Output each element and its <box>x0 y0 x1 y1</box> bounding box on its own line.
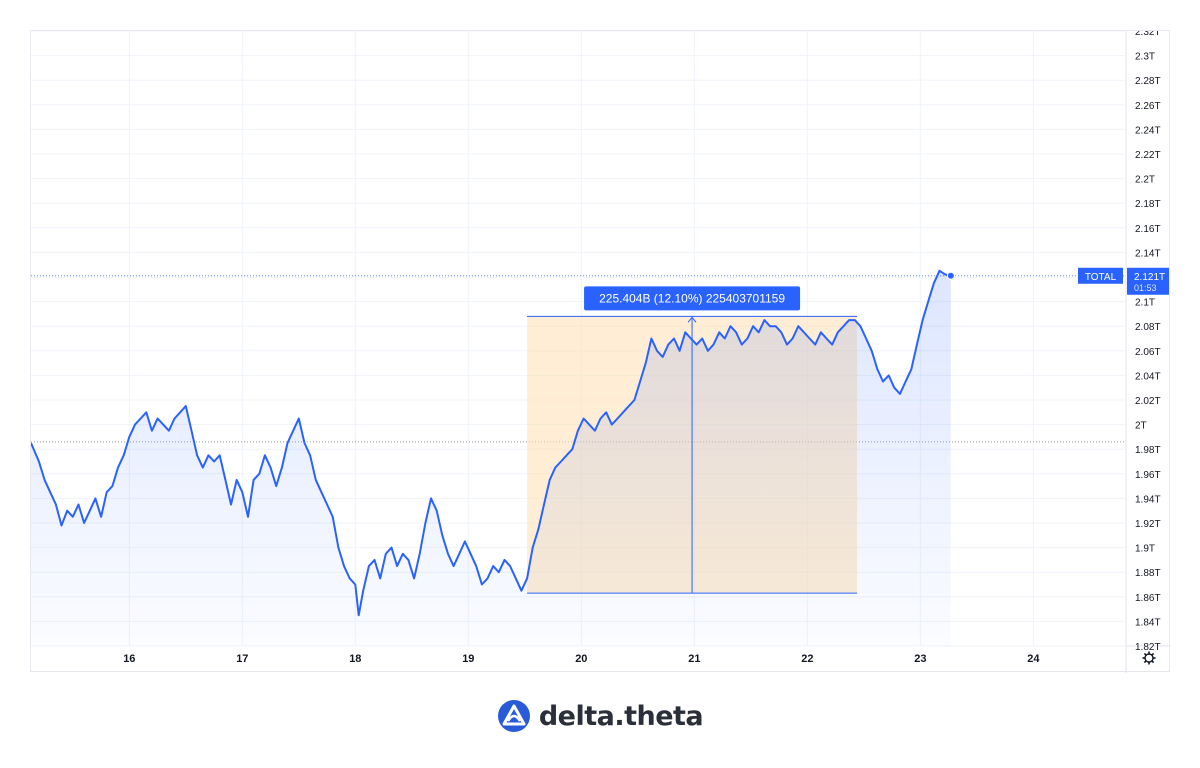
y-tick-label: 1.82T <box>1135 642 1161 653</box>
y-tick-label: 2.08T <box>1135 322 1161 333</box>
y-tick-label: 1.9T <box>1135 544 1155 555</box>
y-axis[interactable]: 1.82T 1.84T 1.86T 1.88T 1.9T 1.92T 1.94T 1.96T 1… <box>1135 31 1161 653</box>
y-tick-label: 2.22T <box>1135 150 1161 161</box>
y-tick-label: 2.06T <box>1135 347 1161 358</box>
y-tick-label: 2.16T <box>1135 224 1161 235</box>
x-tick-label: 18 <box>349 653 361 665</box>
x-tick-label: 21 <box>688 653 700 665</box>
measure-arrow-head <box>687 316 697 323</box>
y-tick-label: 2.32T <box>1135 31 1161 38</box>
y-tick-label: 2.2T <box>1135 175 1155 186</box>
y-tick-label: 2.14T <box>1135 248 1161 259</box>
brand-name: delta.theta <box>538 700 704 732</box>
gear-icon-ring <box>1144 653 1154 663</box>
last-point-marker <box>946 271 955 280</box>
price-area-fill <box>31 270 951 646</box>
y-tick-label: 2T <box>1135 421 1147 432</box>
gear-icon-tooth <box>1151 652 1155 656</box>
gear-icon-tooth <box>1143 652 1147 656</box>
x-axis[interactable]: 16 17 18 19 20 21 22 23 24 <box>123 653 1040 665</box>
brand: delta.theta <box>0 696 1200 736</box>
countdown-timer: 01:53 <box>1134 283 1157 293</box>
plot-area[interactable] <box>31 269 1126 646</box>
measure-label-box <box>584 286 801 311</box>
y-tick-label: 1.96T <box>1135 470 1161 481</box>
y-tick-label: 1.84T <box>1135 617 1161 628</box>
y-tick-label: 2.1T <box>1135 298 1155 309</box>
series-tag-label: TOTAL <box>1085 272 1117 283</box>
x-tick-label: 17 <box>236 653 248 665</box>
delta-theta-logo-icon <box>497 700 530 732</box>
y-tick-label: 2.3T <box>1135 52 1155 63</box>
x-tick-label: 23 <box>914 653 926 665</box>
measure-label-text: 225.404B (12.10%) 225403701159 <box>599 291 785 305</box>
y-tick-label: 1.94T <box>1135 494 1161 505</box>
y-tick-label: 1.88T <box>1135 568 1161 579</box>
last-price-tag <box>1127 267 1169 295</box>
y-tick-label: 1.98T <box>1135 445 1161 456</box>
y-tick-label: 2.04T <box>1135 371 1161 382</box>
last-price-value: 2.121T <box>1134 272 1165 283</box>
y-tick-label: 1.92T <box>1135 519 1161 530</box>
y-tick-label: 1.86T <box>1135 593 1161 604</box>
y-tick-label: 2.28T <box>1135 76 1161 87</box>
gear-icon[interactable] <box>1142 651 1156 665</box>
overlays: 225.404B (12.10%) 225403701159 TOTAL 2.121… <box>584 267 1169 665</box>
series-tag <box>1078 267 1123 284</box>
x-tick-label: 16 <box>123 653 135 665</box>
chart-panel[interactable]: 1.82T 1.84T 1.86T 1.88T 1.9T 1.92T 1.94T 1.96T 1… <box>30 30 1171 673</box>
price-line[interactable] <box>31 269 952 617</box>
x-tick-label: 24 <box>1027 653 1040 665</box>
gear-icon-tooth <box>1143 660 1147 664</box>
gear-icon-tooth <box>1151 660 1155 664</box>
y-tick-label: 2.26T <box>1135 101 1161 112</box>
x-tick-label: 22 <box>801 653 813 665</box>
x-tick-label: 19 <box>462 653 474 665</box>
y-tick-label: 2.18T <box>1135 199 1161 210</box>
price-chart[interactable]: 1.82T 1.84T 1.86T 1.88T 1.9T 1.92T 1.94T 1.96T 1… <box>31 31 1171 673</box>
x-tick-label: 20 <box>575 653 587 665</box>
y-tick-label: 2.02T <box>1135 396 1161 407</box>
y-tick-label: 2.24T <box>1135 125 1161 136</box>
